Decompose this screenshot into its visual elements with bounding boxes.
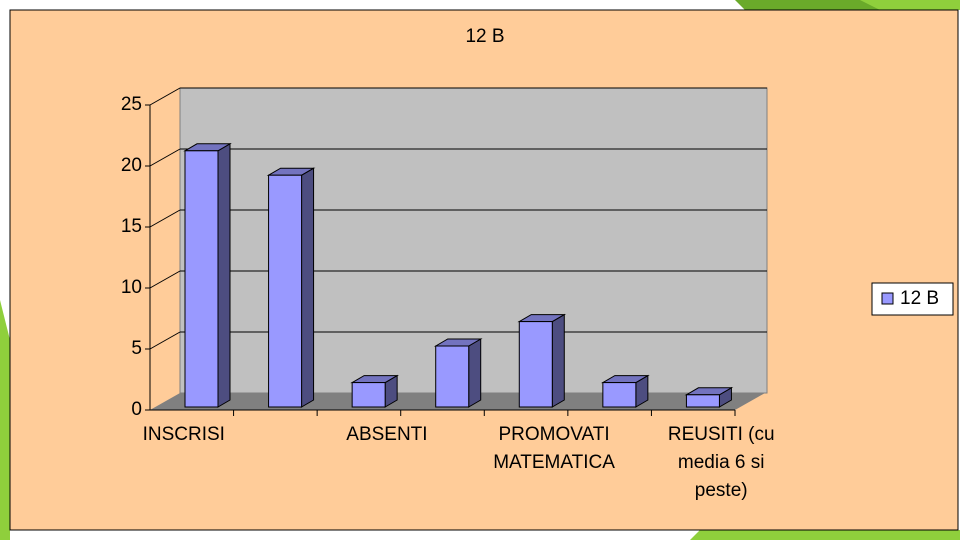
- decoration: [860, 0, 960, 10]
- bar: [518, 321, 553, 408]
- legend-label: 12 B: [900, 288, 939, 309]
- y-tick-label: 15: [121, 216, 142, 237]
- y-tick-label: 20: [121, 155, 142, 176]
- grid-line: [149, 209, 181, 228]
- decoration: [0, 300, 10, 540]
- bar: [685, 394, 720, 408]
- y-tick-label: 0: [131, 399, 142, 420]
- x-tick-label: INSCRISI: [142, 424, 225, 445]
- y-tick-label: 25: [121, 94, 142, 115]
- bar: [602, 382, 637, 408]
- chart-title: 12 B: [465, 26, 504, 47]
- bar-side: [217, 142, 231, 408]
- bar-side: [468, 338, 482, 408]
- x-tick-label: PROMOVATI MATEMATICA: [493, 424, 615, 473]
- bar: [268, 174, 303, 408]
- grid-line: [149, 148, 181, 167]
- bar: [351, 382, 386, 408]
- grid-line: [149, 331, 181, 350]
- bar: [435, 345, 470, 408]
- decoration: [690, 530, 960, 540]
- y-tick-label: 10: [121, 277, 142, 298]
- x-tick-label: ABSENTI: [346, 424, 428, 445]
- bar: [184, 150, 219, 408]
- legend-swatch: [881, 292, 894, 305]
- x-tick-label: REUSITI (cu media 6 si peste): [667, 424, 775, 501]
- bar-side: [301, 167, 315, 408]
- grid-line: [149, 270, 181, 289]
- grid-line: [149, 87, 181, 106]
- bar-side: [551, 313, 565, 408]
- y-tick-label: 5: [131, 338, 142, 359]
